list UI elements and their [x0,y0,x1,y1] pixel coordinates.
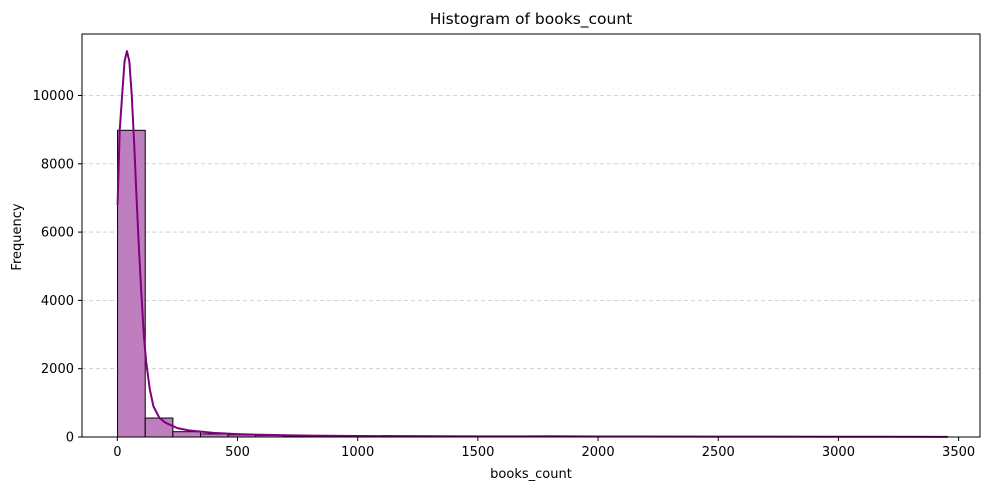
x-tick-label: 3500 [942,445,975,460]
kde-line [116,50,948,438]
x-axis-label: books_count [490,467,572,482]
y-tick-label: 0 [66,431,74,446]
y-gridlines [82,95,980,370]
x-tick-label: 2500 [702,445,735,460]
x-tick-label: 500 [225,445,250,460]
y-tick-label: 6000 [41,226,74,241]
x-axis-ticks: 0 500 1000 1500 2000 2500 3000 3500 [113,437,975,460]
y-axis-label: Frequency [10,203,25,270]
x-tick-label: 2000 [582,445,615,460]
y-tick-label: 4000 [41,294,74,309]
x-tick-label: 1500 [461,445,494,460]
y-axis-ticks: 0 2000 4000 6000 8000 10000 [33,89,82,446]
plot-frame [81,33,981,438]
y-tick-label: 8000 [41,157,74,172]
kde-curve-group [116,50,948,438]
chart-title: Histogram of books_count [430,10,633,29]
histogram-bar [144,417,174,438]
y-tick-label: 10000 [33,89,74,104]
y-tick-label: 2000 [41,362,74,377]
x-tick-label: 3000 [822,445,855,460]
x-tick-label: 1000 [341,445,374,460]
x-tick-label: 0 [113,445,121,460]
histogram-bar [172,431,201,438]
